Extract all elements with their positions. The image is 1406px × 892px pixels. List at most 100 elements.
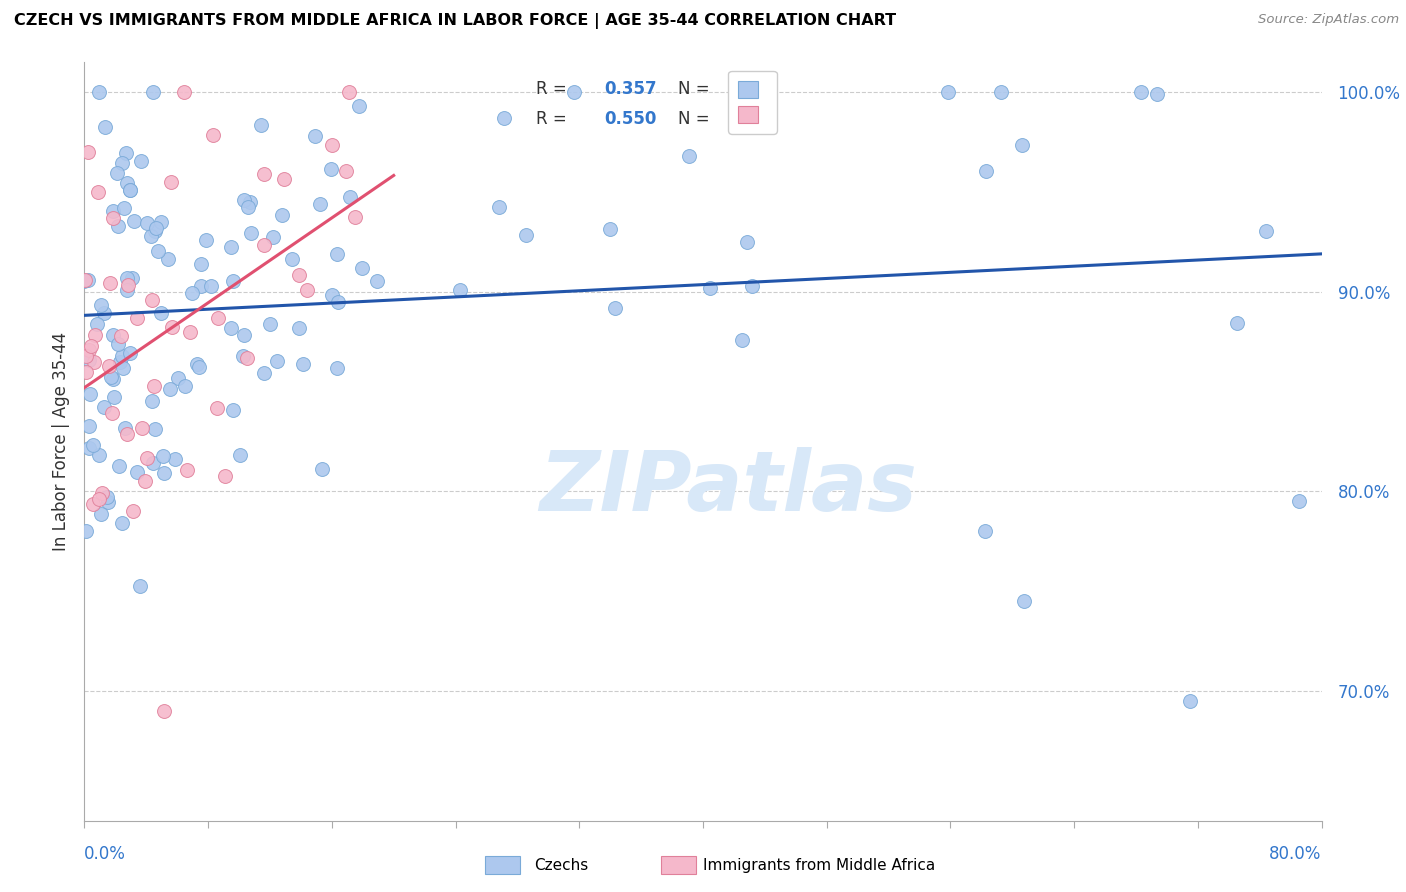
Text: ZIPatlas: ZIPatlas	[538, 447, 917, 527]
Point	[295, 283, 318, 297]
Point	[741, 278, 763, 293]
Point	[114, 421, 136, 435]
Point	[75, 524, 97, 538]
Point	[343, 210, 366, 224]
Text: 0.357: 0.357	[605, 80, 657, 98]
Point	[488, 200, 510, 214]
Point	[347, 99, 370, 113]
Point	[107, 219, 129, 234]
Text: CZECH VS IMMIGRANTS FROM MIDDLE AFRICA IN LABOR FORCE | AGE 35-44 CORRELATION CH: CZECH VS IMMIGRANTS FROM MIDDLE AFRICA I…	[14, 13, 896, 29]
Point	[111, 156, 134, 170]
Point	[337, 86, 360, 100]
Point	[117, 271, 139, 285]
Point	[141, 293, 163, 308]
Point	[731, 333, 754, 347]
Point	[86, 318, 108, 332]
Point	[1129, 86, 1152, 100]
Point	[339, 190, 361, 204]
Point	[973, 524, 995, 539]
Point	[222, 403, 245, 417]
Point	[73, 273, 96, 287]
Point	[678, 148, 700, 162]
Point	[167, 371, 190, 385]
Point	[236, 351, 259, 365]
Point	[101, 372, 124, 386]
Point	[319, 162, 342, 177]
Point	[194, 233, 217, 247]
Point	[125, 465, 148, 479]
Point	[87, 491, 110, 506]
Point	[292, 357, 315, 371]
Point	[515, 228, 537, 243]
Point	[101, 203, 124, 218]
Point	[142, 457, 165, 471]
Point	[135, 216, 157, 230]
Point	[288, 268, 311, 282]
Point	[77, 353, 100, 368]
Point	[90, 298, 112, 312]
Point	[131, 420, 153, 434]
Point	[232, 349, 254, 363]
Point	[1226, 316, 1249, 330]
Point	[87, 185, 110, 199]
Point	[449, 283, 471, 297]
Point	[94, 120, 117, 135]
Point	[492, 111, 515, 125]
Point	[1011, 138, 1033, 153]
Point	[77, 343, 100, 358]
Point	[187, 359, 209, 374]
Point	[101, 211, 124, 226]
Point	[98, 359, 121, 374]
Point	[129, 153, 152, 168]
Point	[202, 128, 225, 143]
Point	[273, 172, 295, 186]
Point	[120, 183, 142, 197]
Text: N =: N =	[678, 80, 716, 98]
Point	[1178, 694, 1201, 708]
Point	[139, 229, 162, 244]
Point	[100, 407, 122, 421]
Point	[735, 235, 758, 250]
Point	[219, 239, 242, 253]
Point	[181, 285, 204, 300]
Point	[176, 463, 198, 477]
Legend: , : ,	[728, 70, 776, 134]
Point	[93, 400, 115, 414]
Point	[321, 137, 343, 152]
Point	[150, 215, 173, 229]
Point	[75, 365, 97, 379]
Point	[77, 442, 100, 456]
Point	[163, 452, 186, 467]
Point	[115, 427, 138, 442]
Point	[1012, 594, 1035, 608]
Point	[287, 320, 309, 334]
Point	[77, 145, 100, 160]
Point	[129, 579, 152, 593]
Point	[145, 221, 167, 235]
Point	[239, 226, 262, 240]
Point	[699, 281, 721, 295]
Point	[232, 194, 254, 208]
Point	[326, 246, 349, 260]
Point	[142, 379, 165, 393]
Point	[87, 86, 110, 100]
Point	[83, 327, 105, 342]
Point	[162, 320, 184, 334]
Point	[82, 497, 104, 511]
Point	[326, 360, 349, 375]
Point	[219, 321, 242, 335]
Point	[112, 361, 135, 376]
Point	[179, 325, 201, 339]
Point	[89, 448, 111, 462]
Point	[249, 118, 271, 132]
Point	[77, 419, 100, 434]
Text: 46: 46	[728, 111, 756, 128]
Point	[190, 256, 212, 270]
Point	[91, 486, 114, 500]
Point	[79, 387, 101, 401]
Point	[366, 274, 388, 288]
Point	[110, 350, 132, 364]
Point	[233, 328, 256, 343]
Point	[103, 390, 125, 404]
Point	[127, 310, 149, 325]
